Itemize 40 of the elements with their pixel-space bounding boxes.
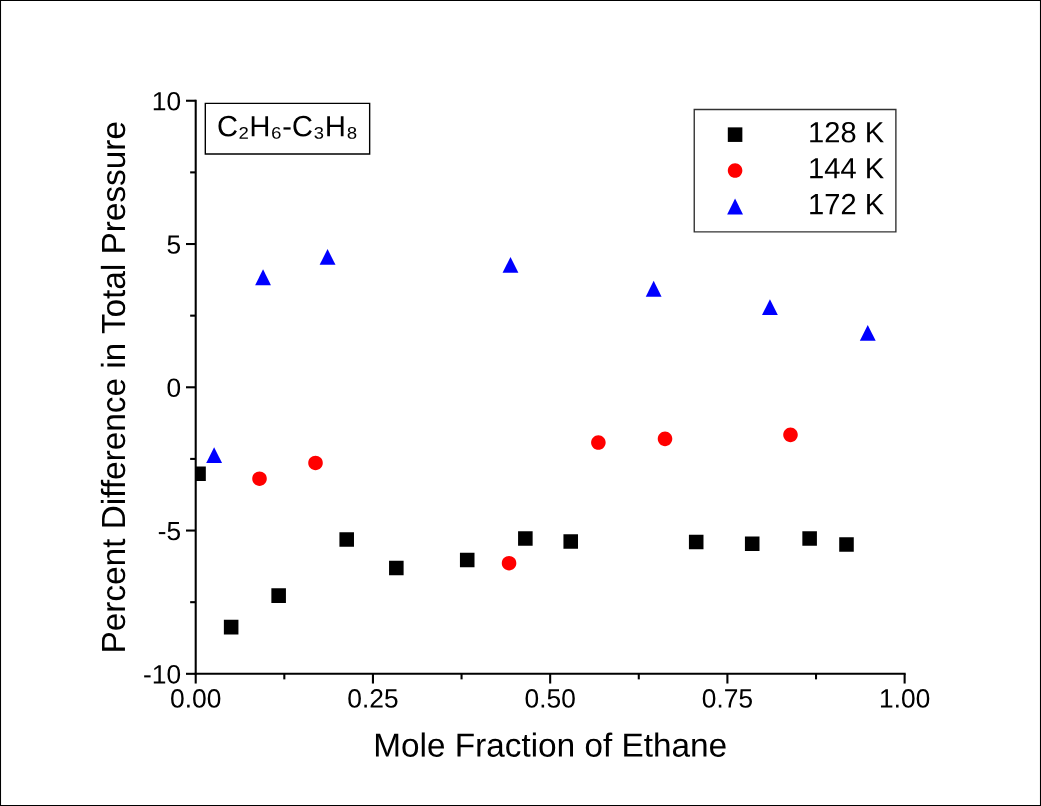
- point: [206, 447, 223, 464]
- point: [339, 532, 354, 547]
- point: [518, 531, 533, 546]
- legend-label: 172 K: [810, 193, 884, 215]
- point: [223, 619, 239, 635]
- point: [308, 455, 323, 471]
- y-tick-label: -5: [158, 521, 181, 541]
- x-tick-label: 0.00: [171, 689, 221, 708]
- point: [859, 324, 876, 341]
- point: [502, 257, 519, 273]
- point: [645, 280, 662, 297]
- annotation: C₂H₆-C₃H₈: [218, 115, 357, 139]
- point: [252, 471, 267, 486]
- point: [255, 269, 271, 286]
- x-tick-label: 1.00: [880, 689, 930, 708]
- point: [591, 435, 606, 450]
- point: [319, 248, 336, 265]
- point: [501, 555, 517, 571]
- point: [657, 431, 673, 447]
- point: [459, 552, 475, 568]
- point: [688, 534, 704, 550]
- point: [389, 560, 404, 576]
- point: [563, 534, 579, 549]
- y-tick-label: 10: [153, 91, 181, 111]
- x-tick-label: 0.25: [348, 689, 398, 708]
- x-axis-title: Mole Fraction of Ethane: [375, 732, 726, 757]
- point: [802, 531, 817, 546]
- y-tick-label: 5: [167, 235, 181, 254]
- x-tick-label: 0.50: [525, 689, 575, 708]
- y-tick-label: -10: [144, 664, 181, 684]
- point: [271, 588, 286, 603]
- point: [744, 536, 760, 552]
- point: [783, 427, 798, 443]
- x-tick-label: 0.75: [702, 689, 752, 708]
- point: [762, 299, 778, 315]
- legend-label: 144 K: [810, 158, 884, 179]
- y-tick-label: 0: [167, 378, 181, 398]
- legend-label: 128 K: [810, 121, 884, 143]
- point: [839, 537, 854, 552]
- y-axis-title: Percent Difference in Total Pressure: [100, 122, 126, 651]
